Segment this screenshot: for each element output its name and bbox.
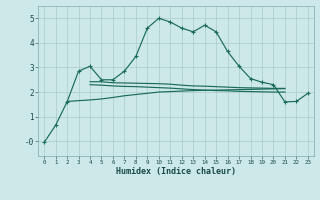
X-axis label: Humidex (Indice chaleur): Humidex (Indice chaleur) (116, 167, 236, 176)
